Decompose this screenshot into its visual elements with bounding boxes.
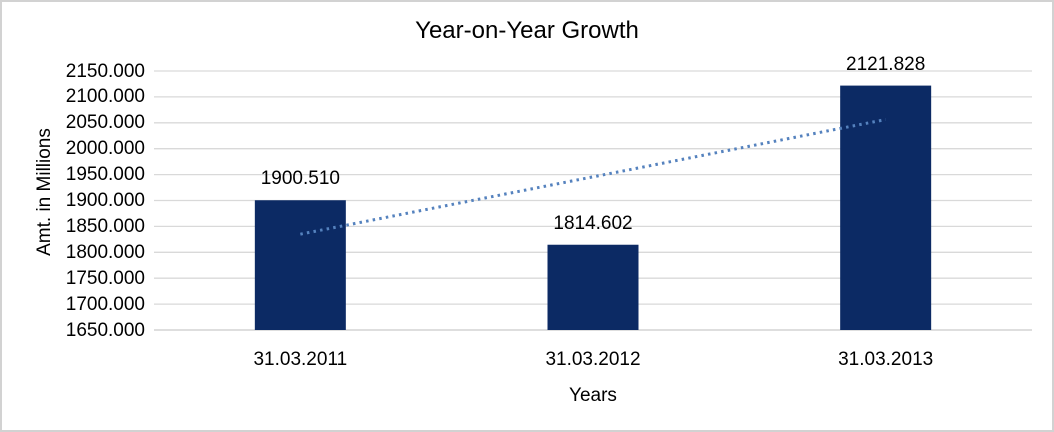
- y-tick-label: 1800.000: [65, 241, 145, 263]
- y-tick-label: 2150.000: [65, 60, 145, 82]
- y-tick-label: 1750.000: [65, 267, 145, 289]
- y-tick-label: 1950.000: [65, 164, 145, 186]
- bar-31.03.2012: [547, 244, 639, 330]
- x-axis-title: Years: [569, 385, 617, 406]
- bar-31.03.2013: [840, 85, 932, 330]
- bar-31.03.2011: [254, 200, 346, 330]
- trendline: [300, 118, 886, 236]
- y-tick-label: 2000.000: [65, 138, 145, 160]
- y-tick-label: 1650.000: [65, 319, 145, 341]
- bar-value-label: 1814.602: [553, 212, 633, 234]
- bar-value-label: 2121.828: [846, 53, 926, 75]
- x-tick-label: 31.03.2013: [838, 349, 934, 370]
- x-tick-label: 31.03.2012: [545, 349, 641, 370]
- y-tick-label: 1850.000: [65, 215, 145, 237]
- y-tick-label: 1700.000: [65, 293, 145, 315]
- y-tick-label: 1900.000: [65, 190, 145, 211]
- chart-title: Year-on-Year Growth: [415, 17, 639, 44]
- y-tick-label: 2050.000: [65, 112, 145, 134]
- y-tick-label: 2100.000: [65, 86, 145, 108]
- x-tick-label: 31.03.2011: [253, 349, 348, 370]
- bar-value-label: 1900.510: [260, 168, 340, 190]
